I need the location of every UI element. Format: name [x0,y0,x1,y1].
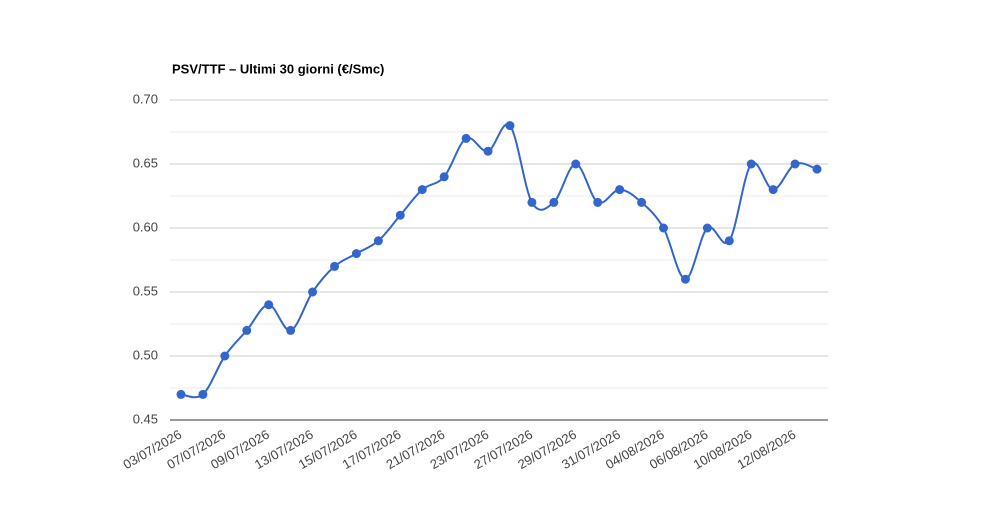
point [746,159,756,169]
y-tick-label: 0.70 [133,91,158,106]
point [220,351,230,361]
point [593,197,603,207]
point [812,164,822,174]
y-tick-label: 0.65 [133,155,158,170]
point [702,223,712,233]
point [242,325,252,335]
point [373,236,383,246]
y-tick-label: 0.50 [133,347,158,362]
point [198,389,208,399]
point [330,261,339,271]
point [527,197,537,207]
point [790,159,800,169]
chart-title: PSV/TTF – Ultimi 30 giorni (€/Smc) [172,61,384,76]
point [417,185,427,195]
y-tick-label: 0.45 [133,411,158,426]
point [505,121,515,131]
point [571,159,581,169]
point [680,274,690,284]
point [768,185,778,195]
point [264,300,274,310]
point [615,185,625,195]
point [439,172,449,182]
point [351,249,361,259]
point [461,133,471,143]
point [483,146,493,156]
point [286,325,296,335]
y-tick-label: 0.55 [133,283,158,298]
y-tick-label: 0.60 [133,219,158,234]
point [724,236,734,246]
point [637,197,647,207]
point [176,389,186,399]
point [395,210,405,220]
point [308,287,318,297]
point [659,223,668,233]
point [549,197,559,207]
